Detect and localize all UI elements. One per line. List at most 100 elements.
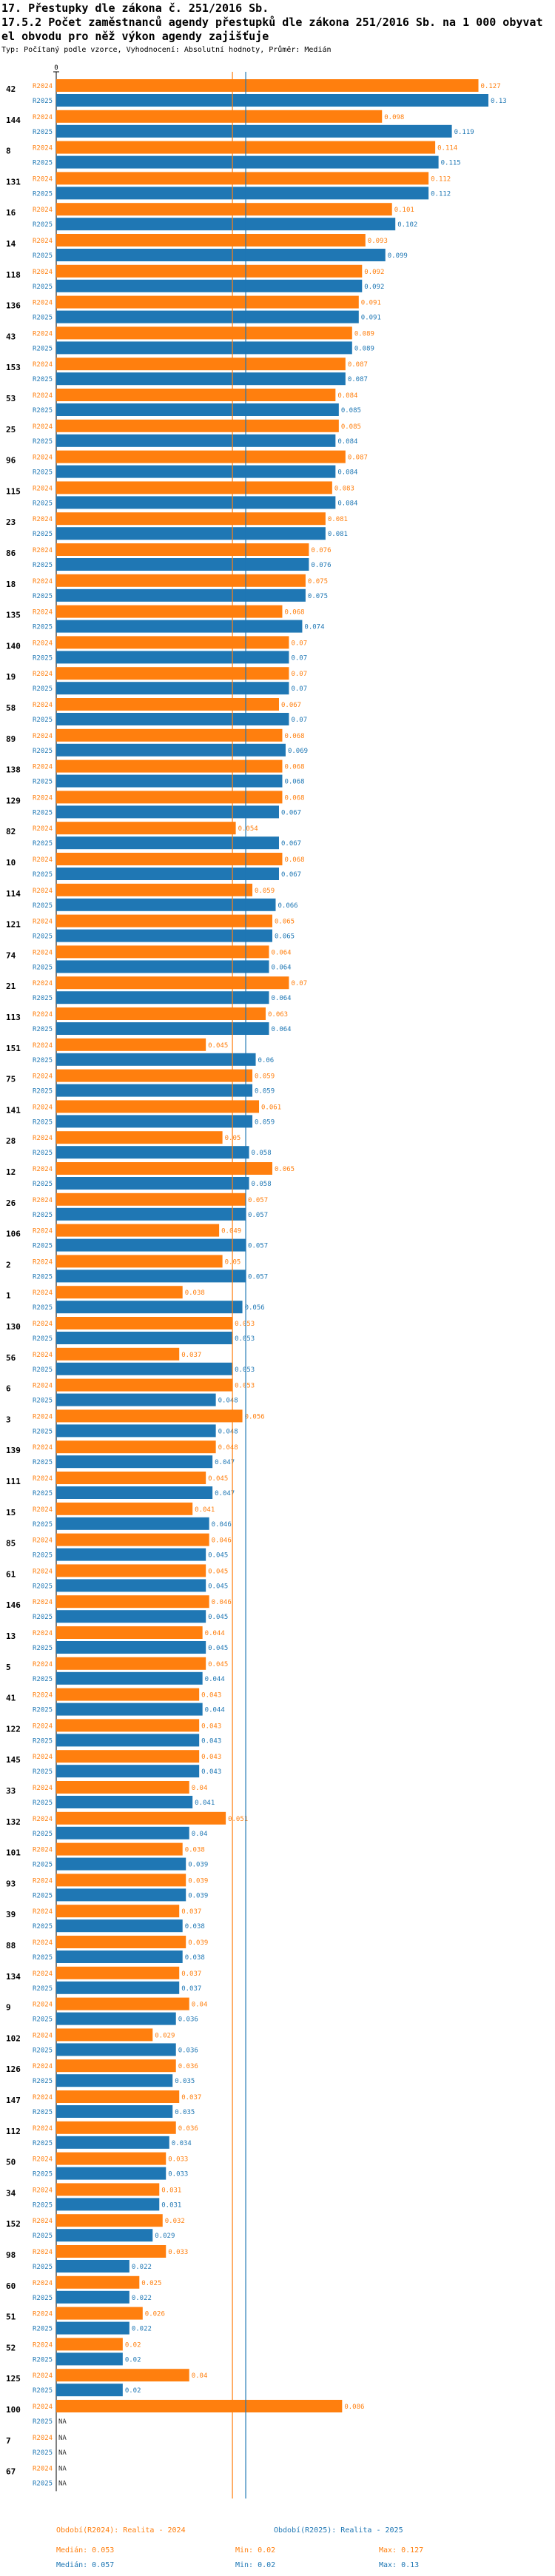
data-label: 0.065 xyxy=(275,933,295,941)
bar xyxy=(56,187,429,200)
series-label: R2025 xyxy=(33,1892,53,1899)
series-label: R2024 xyxy=(33,1908,53,1916)
bar xyxy=(56,124,452,138)
data-label: 0.043 xyxy=(201,1723,221,1730)
data-label: 0.045 xyxy=(208,1614,228,1621)
series-label: R2024 xyxy=(33,516,53,523)
bar xyxy=(56,481,332,494)
data-label: 0.036 xyxy=(178,2125,198,2133)
series-label: R2025 xyxy=(33,624,53,631)
series-label: R2025 xyxy=(33,129,53,136)
bar xyxy=(56,698,279,711)
data-label: 0.081 xyxy=(328,516,348,523)
data-label: 0.038 xyxy=(185,1289,205,1297)
category-label: 136 xyxy=(6,301,21,311)
missing-value-label: NA xyxy=(58,2466,67,2473)
bar xyxy=(56,172,429,185)
data-label: 0.101 xyxy=(394,207,414,214)
bar xyxy=(56,1626,203,1639)
category-label: 9 xyxy=(6,2003,11,2013)
missing-value-label: NA xyxy=(58,2418,67,2426)
bar xyxy=(56,1548,206,1561)
bar xyxy=(56,1595,209,1609)
data-label: 0.04 xyxy=(192,2002,208,2009)
category-label: 18 xyxy=(6,580,16,589)
data-label: 0.057 xyxy=(248,1273,268,1281)
data-label: 0.058 xyxy=(252,1181,272,1188)
data-label: 0.035 xyxy=(175,2109,195,2116)
series-label: R2024 xyxy=(33,1011,53,1019)
series-label: R2025 xyxy=(33,1645,53,1652)
bar xyxy=(56,1378,233,1392)
data-label: 0.076 xyxy=(311,547,331,554)
bar xyxy=(56,1842,183,1856)
bar xyxy=(56,1826,189,1839)
category-label: 53 xyxy=(6,394,16,403)
series-label: R2024 xyxy=(33,207,53,214)
data-label: 0.044 xyxy=(205,1676,225,1683)
bar xyxy=(56,805,279,819)
bar xyxy=(56,1997,189,2010)
data-label: 0.076 xyxy=(311,562,331,569)
data-label: 0.07 xyxy=(291,671,307,678)
data-label: 0.089 xyxy=(354,330,374,338)
bar xyxy=(56,1765,200,1778)
bar xyxy=(56,1564,206,1577)
data-label: 0.022 xyxy=(132,2264,152,2271)
category-label: 135 xyxy=(6,611,21,620)
data-label: 0.039 xyxy=(188,1877,208,1885)
bar xyxy=(56,203,392,216)
data-label: 0.119 xyxy=(454,129,474,136)
series-label: R2024 xyxy=(33,1352,53,1359)
series-label: R2024 xyxy=(33,2280,53,2287)
data-label: 0.022 xyxy=(132,2326,152,2333)
data-label: 0.059 xyxy=(255,1118,275,1126)
category-label: 5 xyxy=(6,1663,11,1672)
category-label: 88 xyxy=(6,1941,16,1951)
series-label: R2024 xyxy=(33,1506,53,1514)
series-label: R2025 xyxy=(33,2418,53,2426)
data-label: 0.068 xyxy=(284,764,304,771)
data-label: 0.075 xyxy=(308,593,328,600)
data-label: 0.036 xyxy=(178,2047,198,2054)
data-label: 0.044 xyxy=(205,1707,225,1714)
series-label: R2024 xyxy=(33,1847,53,1854)
legend-r2025-label: Období(R2025): Realita - 2025 xyxy=(274,2526,403,2535)
data-label: 0.04 xyxy=(192,1831,208,1838)
bar xyxy=(56,2012,176,2025)
data-label: 0.093 xyxy=(368,238,388,245)
series-label: R2025 xyxy=(33,1521,53,1529)
series-label: R2024 xyxy=(33,1166,53,1173)
bar xyxy=(56,1424,216,1438)
bar xyxy=(56,1362,233,1375)
data-label: 0.067 xyxy=(281,809,301,816)
bar xyxy=(56,341,352,355)
series-label: R2025 xyxy=(33,2233,53,2240)
data-label: 0.045 xyxy=(208,1568,228,1575)
bar xyxy=(56,234,366,246)
data-label: 0.041 xyxy=(195,1799,215,1807)
data-label: 0.051 xyxy=(228,1816,248,1823)
bar xyxy=(56,914,272,928)
series-label: R2025 xyxy=(33,315,53,322)
series-label: R2025 xyxy=(33,1985,53,1993)
bar xyxy=(56,1671,203,1685)
data-label: 0.045 xyxy=(208,1661,228,1668)
series-label: R2025 xyxy=(33,407,53,415)
category-label: 125 xyxy=(6,2374,21,2384)
category-label: 98 xyxy=(6,2250,16,2260)
data-label: 0.053 xyxy=(235,1366,255,1374)
series-label: R2024 xyxy=(33,1630,53,1637)
data-label: 0.048 xyxy=(218,1398,238,1405)
data-label: 0.056 xyxy=(245,1304,265,1312)
data-label: 0.07 xyxy=(291,654,307,662)
category-label: 106 xyxy=(6,1230,21,1239)
series-label: R2025 xyxy=(33,284,53,291)
data-label: 0.084 xyxy=(337,392,357,400)
series-label: R2024 xyxy=(33,2435,53,2442)
series-label: R2025 xyxy=(33,2326,53,2333)
bar xyxy=(56,2059,176,2073)
series-label: R2024 xyxy=(33,733,53,740)
bar xyxy=(56,1162,272,1175)
bar xyxy=(56,2290,130,2304)
